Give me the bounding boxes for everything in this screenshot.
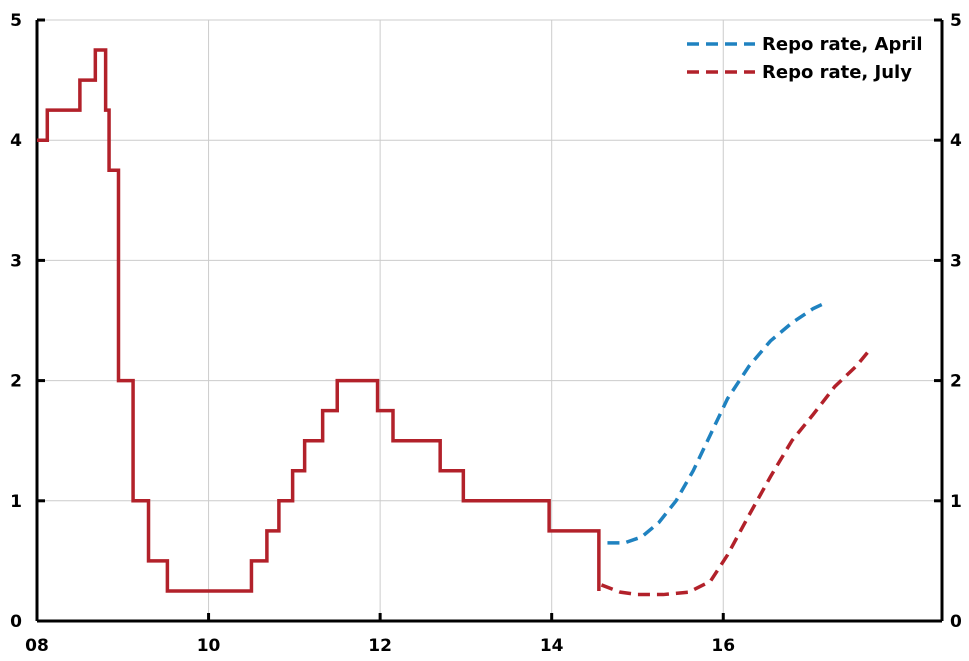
y-tick-label-right: 1 [950,492,962,512]
y-tick-label-right: 0 [950,612,962,632]
legend-label: Repo rate, July [762,62,912,83]
series-lines [37,48,871,597]
y-tick-label-left: 1 [10,492,22,512]
series-line-outcome [37,48,601,593]
series-line-repo-rate-april [607,300,827,545]
y-tick-label-left: 2 [10,372,22,392]
y-tick-label-right: 4 [950,131,962,151]
y-tick-label-left: 4 [10,131,22,151]
x-tick-label: 12 [368,636,392,656]
y-tick-label-left: 5 [10,11,22,31]
y-tick-label-right: 5 [950,11,962,31]
legend: Repo rate, April Repo rate, July [687,34,923,83]
axes: 0 01 12 23 34 45 508 10 12 14 16 [10,11,962,656]
y-tick-label-right: 2 [950,372,962,392]
legend-label: Repo rate, April [762,34,923,55]
x-tick-label: 08 [25,636,49,656]
x-tick-label: 10 [197,636,221,656]
y-tick-label-left: 3 [10,251,22,271]
y-tick-label-right: 3 [950,251,962,271]
series-line-repo-rate-july [600,349,871,597]
y-tick-label-left: 0 [10,612,22,632]
x-tick-label: 14 [540,636,564,656]
x-tick-label: 16 [711,636,735,656]
grid-lines [37,19,942,621]
